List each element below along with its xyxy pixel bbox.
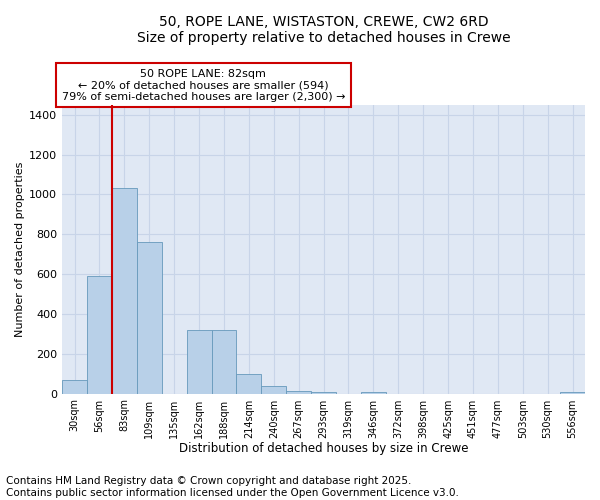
Bar [311, 392, 336, 394]
Bar [212, 330, 236, 394]
Bar [361, 392, 386, 394]
X-axis label: Distribution of detached houses by size in Crewe: Distribution of detached houses by size … [179, 442, 469, 455]
Bar [87, 276, 112, 394]
Bar [62, 380, 87, 394]
Text: 50 ROPE LANE: 82sqm
← 20% of detached houses are smaller (594)
79% of semi-detac: 50 ROPE LANE: 82sqm ← 20% of detached ho… [62, 68, 345, 102]
Bar [262, 386, 286, 394]
Bar [560, 392, 585, 394]
Y-axis label: Number of detached properties: Number of detached properties [15, 162, 25, 337]
Bar [286, 390, 311, 394]
Bar [137, 242, 162, 394]
Title: 50, ROPE LANE, WISTASTON, CREWE, CW2 6RD
Size of property relative to detached h: 50, ROPE LANE, WISTASTON, CREWE, CW2 6RD… [137, 15, 511, 45]
Bar [236, 374, 262, 394]
Bar [112, 188, 137, 394]
Text: Contains HM Land Registry data © Crown copyright and database right 2025.
Contai: Contains HM Land Registry data © Crown c… [6, 476, 459, 498]
Bar [187, 330, 212, 394]
